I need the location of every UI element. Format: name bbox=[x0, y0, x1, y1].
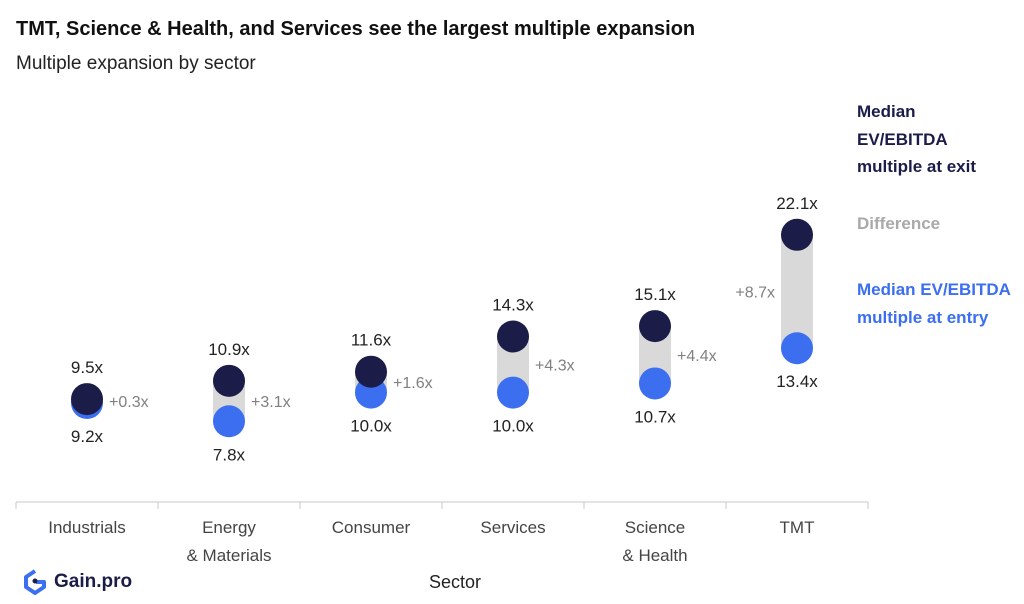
difference-label: +1.6x bbox=[393, 375, 433, 392]
exit-point bbox=[355, 355, 387, 388]
x-tick-label: Services bbox=[480, 518, 545, 537]
difference-label: +3.1x bbox=[251, 394, 291, 411]
exit-value-label: 11.6x bbox=[351, 331, 392, 350]
exit-point bbox=[497, 320, 529, 353]
entry-point bbox=[639, 367, 671, 400]
difference-bar bbox=[781, 234, 813, 349]
gain-pro-logo-icon bbox=[24, 569, 46, 595]
x-axis-title: Sector bbox=[429, 572, 481, 592]
x-tick-label: Science bbox=[625, 518, 685, 537]
exit-point bbox=[213, 364, 245, 397]
chart-title: TMT, Science & Health, and Services see … bbox=[16, 18, 696, 40]
entry-value-label: 10.0x bbox=[492, 417, 534, 436]
entry-value-label: 9.2x bbox=[71, 427, 104, 446]
entry-value-label: 10.7x bbox=[634, 407, 676, 426]
difference-label: +0.3x bbox=[109, 394, 149, 411]
legend-exit: Median EV/EBITDA multiple at exit bbox=[857, 102, 977, 176]
brand-logo: Gain.pro bbox=[22, 569, 132, 595]
difference-label: +4.3x bbox=[535, 358, 575, 375]
exit-value-label: 10.9x bbox=[208, 340, 250, 359]
exit-value-label: 14.3x bbox=[492, 295, 534, 314]
x-tick-label: Energy bbox=[202, 518, 256, 537]
brand-name: Gain.pro bbox=[54, 571, 133, 592]
x-tick-label: TMT bbox=[780, 518, 815, 537]
x-tick-label: & Health bbox=[622, 546, 687, 565]
x-tick-label: Consumer bbox=[332, 518, 411, 537]
entry-point bbox=[497, 376, 529, 409]
entry-point bbox=[781, 332, 813, 365]
exit-point bbox=[71, 383, 103, 416]
exit-value-label: 9.5x bbox=[71, 358, 104, 377]
x-tick-label: Industrials bbox=[48, 518, 125, 537]
entry-point bbox=[213, 405, 245, 438]
entry-value-label: 10.0x bbox=[350, 417, 392, 436]
difference-label: +8.7x bbox=[735, 285, 775, 302]
difference-label: +4.4x bbox=[677, 348, 717, 365]
exit-point bbox=[781, 218, 813, 251]
exit-value-label: 15.1x bbox=[634, 285, 676, 304]
exit-point bbox=[639, 310, 671, 343]
entry-value-label: 7.8x bbox=[213, 445, 246, 464]
legend-entry: Median EV/EBITDA multiple at entry bbox=[857, 280, 1011, 327]
x-tick-label: & Materials bbox=[186, 546, 271, 565]
exit-value-label: 22.1x bbox=[776, 194, 818, 213]
chart-subtitle: Multiple expansion by sector bbox=[16, 53, 256, 74]
legend-difference: Difference bbox=[857, 214, 941, 233]
entry-value-label: 13.4x bbox=[776, 372, 818, 391]
